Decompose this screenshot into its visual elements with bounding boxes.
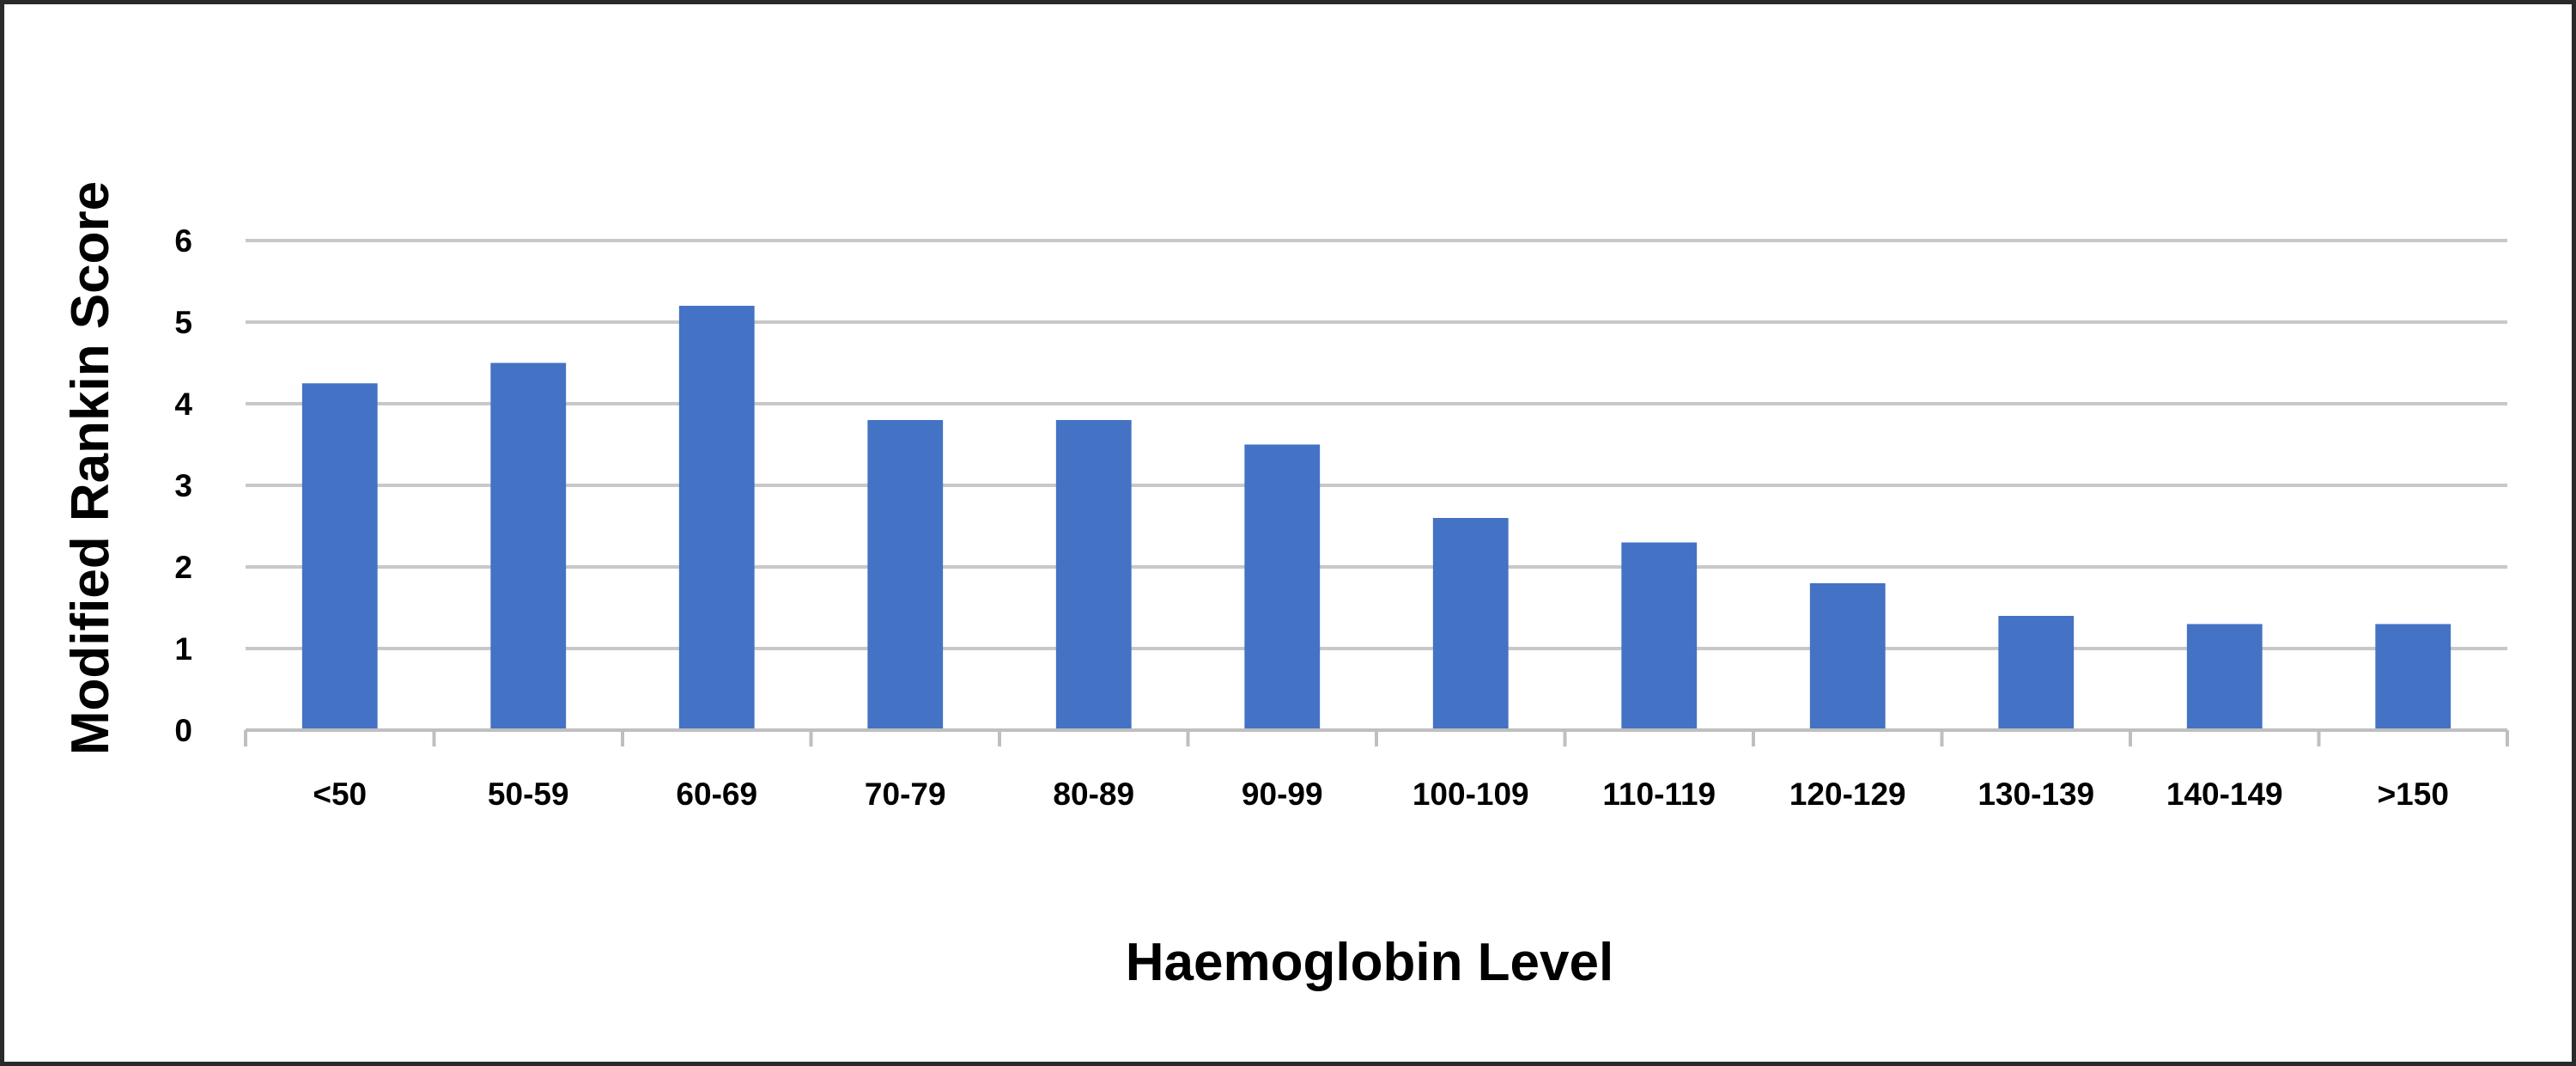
- bar: [678, 306, 755, 730]
- x-tick-label: >150: [2378, 777, 2449, 812]
- y-tick-label: 4: [174, 387, 192, 422]
- x-tick-label: <50: [313, 777, 367, 812]
- bar: [867, 420, 944, 730]
- bar: [1055, 420, 1132, 730]
- x-tick-label: 60-69: [676, 777, 757, 812]
- x-tick-label: 80-89: [1053, 777, 1134, 812]
- y-tick-label: 1: [174, 631, 192, 667]
- x-tick-label: 110-119: [1602, 777, 1716, 812]
- x-tick-label: 130-139: [1978, 777, 2094, 812]
- bar: [1432, 518, 1509, 730]
- x-tick-label: 100-109: [1413, 777, 1529, 812]
- y-tick-label: 5: [174, 305, 192, 340]
- bar: [1244, 444, 1321, 730]
- gridlines: [246, 239, 2507, 650]
- bar: [1809, 583, 1886, 730]
- bars: [301, 306, 2451, 730]
- bar: [1621, 542, 1698, 730]
- bar: [2375, 624, 2451, 730]
- bar: [2186, 624, 2263, 730]
- x-tick-label: 90-99: [1242, 777, 1323, 812]
- x-tick-label: 140-149: [2166, 777, 2283, 812]
- x-tick-label: 120-129: [1789, 777, 1906, 812]
- bar: [1998, 616, 2075, 730]
- y-tick-label: 6: [174, 223, 192, 259]
- y-tick-labels: 0 1 2 3 4 5 6: [174, 223, 192, 748]
- bar: [301, 383, 378, 730]
- y-tick-label: 3: [174, 468, 192, 503]
- x-tick-label: 70-79: [865, 777, 946, 812]
- x-axis-title: Haemoglobin Level: [1126, 933, 1613, 992]
- x-tick-labels: <50 50-59 60-69 70-79 80-89 90-99 100-109 110-1…: [313, 777, 2449, 812]
- y-axis-title: Modified Rankin Score: [61, 181, 120, 755]
- y-tick-label: 2: [174, 550, 192, 585]
- y-tick-label: 0: [174, 713, 192, 748]
- x-tick-label: 50-59: [488, 777, 569, 812]
- x-axis: [244, 728, 2509, 746]
- bar: [490, 362, 567, 730]
